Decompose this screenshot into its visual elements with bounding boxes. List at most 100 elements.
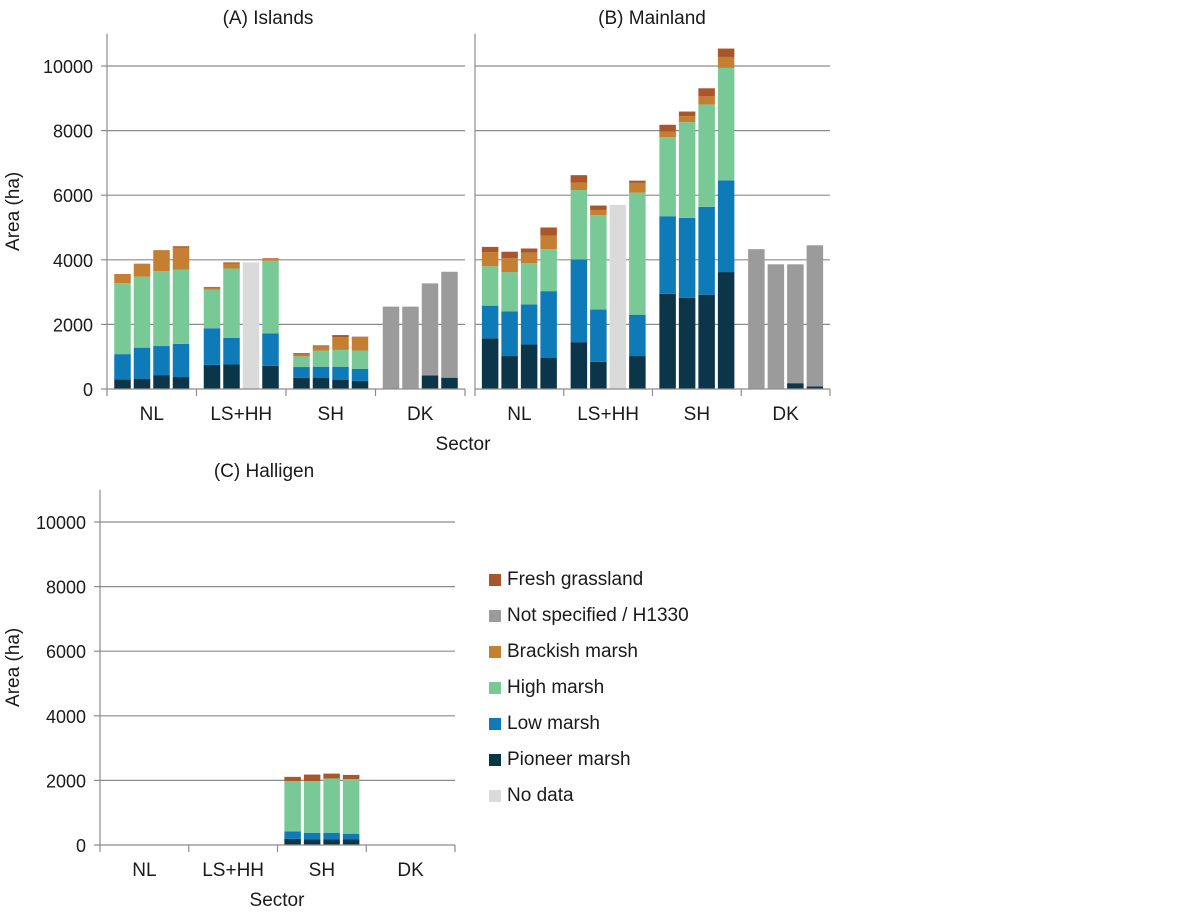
bar-segment-high xyxy=(342,779,360,834)
bar-segment-pioneer xyxy=(717,272,735,389)
bar-segment-low xyxy=(203,328,221,365)
bar-segment-high xyxy=(501,272,518,312)
bar-segment-pioneer xyxy=(659,293,676,389)
bar-segment-high xyxy=(262,260,279,334)
bar-segment-high xyxy=(172,269,190,344)
bar-segment-brackish xyxy=(698,96,715,105)
legend-label-nodata: No data xyxy=(507,785,574,806)
y-tick-label: 10000 xyxy=(43,57,93,77)
panel-c-title: (C) Halligen xyxy=(214,461,314,482)
bar-segment-low xyxy=(659,216,676,294)
y-tick-label: 4000 xyxy=(53,251,93,271)
bar-segment-fresh xyxy=(203,286,221,288)
bar-segment-brackish xyxy=(501,258,518,273)
bar-segment-low xyxy=(540,291,557,358)
bar-segment-pioneer xyxy=(678,297,696,389)
bar-segment-fresh xyxy=(293,353,310,355)
bar-segment-low xyxy=(342,833,360,840)
bar-segment-brackish xyxy=(570,182,588,191)
legend-label-fresh: Fresh grassland xyxy=(507,569,644,590)
x-tick-label: LS+HH xyxy=(202,860,264,881)
bar-segment-brackish xyxy=(678,116,696,123)
bar-segment-fresh xyxy=(323,773,340,779)
legend-swatch-brackish xyxy=(489,646,501,658)
bar-segment-high xyxy=(629,192,646,315)
bar-segment-fresh xyxy=(590,205,607,211)
bar-segment-pioneer xyxy=(342,839,360,845)
y-axis-label: Area (ha) xyxy=(3,172,24,251)
bar-segment-high xyxy=(114,283,131,355)
x-axis-label: Sector xyxy=(250,890,306,911)
bar-segment-fresh xyxy=(284,776,301,782)
bar-segment-fresh xyxy=(481,246,499,253)
bar-segment-pioneer xyxy=(323,839,340,845)
y-tick-label: 0 xyxy=(76,836,86,856)
bar-segment-brackish xyxy=(312,346,330,351)
bar-segment-high xyxy=(293,356,310,368)
bar-segment-notspec xyxy=(421,283,439,376)
bar-segment-low xyxy=(223,337,240,365)
x-tick-label: DK xyxy=(397,860,424,881)
bar-segment-low xyxy=(312,366,330,379)
bar-segment-high xyxy=(698,104,715,207)
legend-swatch-pioneer xyxy=(489,754,501,766)
bar-segment-fresh xyxy=(501,251,518,259)
bar-segment-low xyxy=(323,832,340,840)
bar-segment-notspec xyxy=(382,306,400,389)
panel-b: (B) Mainland NL LS+HH SH DK Sector xyxy=(436,8,831,455)
y-tick-label: 2000 xyxy=(46,771,86,791)
legend-label-pioneer: Pioneer marsh xyxy=(507,749,631,770)
bar-segment-high xyxy=(284,781,301,832)
legend-item-nodata: No data xyxy=(489,778,689,814)
bar-segment-pioneer xyxy=(698,294,715,389)
bar-segment-high xyxy=(133,276,151,348)
bar-segment-low xyxy=(629,314,646,357)
bar-segment-high xyxy=(312,350,330,367)
legend-item-fresh: Fresh grassland xyxy=(489,562,689,598)
bar-segment-pioneer xyxy=(312,378,330,389)
bar-segment-pioneer xyxy=(351,380,369,389)
bar-segment-notspec xyxy=(402,306,419,389)
bar-segment-pioneer xyxy=(332,379,349,389)
y-tick-label: 0 xyxy=(83,380,93,400)
bar-segment-pioneer xyxy=(481,338,499,389)
legend-item-notspec: Not specified / H1330 xyxy=(489,598,689,634)
bar-segment-brackish xyxy=(520,252,538,264)
legend-label-notspec: Not specified / H1330 xyxy=(507,605,689,626)
bar-segment-low xyxy=(303,832,321,840)
legend-item-high: High marsh xyxy=(489,670,689,706)
bar-segment-low xyxy=(133,347,151,379)
bar-segment-brackish xyxy=(332,336,349,350)
bar-segment-pioneer xyxy=(223,364,240,389)
bar-segment-low xyxy=(678,217,696,298)
bar-segment-low xyxy=(501,311,518,357)
bar-segment-low xyxy=(698,206,715,295)
x-axis-label: Sector xyxy=(436,434,492,455)
bar-segment-high xyxy=(717,67,735,181)
bar-segment-high xyxy=(570,190,588,260)
bar-segment-pioneer xyxy=(629,356,646,389)
bar-segment-low xyxy=(153,346,170,376)
bar-segment-low xyxy=(284,831,301,839)
bar-segment-low xyxy=(351,368,369,381)
bar-segment-fresh xyxy=(262,258,279,259)
bar-segment-brackish xyxy=(133,263,151,277)
bar-segment-high xyxy=(540,249,557,292)
bar-segment-low xyxy=(717,180,735,273)
bar-segment-fresh xyxy=(303,774,321,782)
legend-swatch-nodata xyxy=(489,790,501,802)
bar-segment-low xyxy=(590,309,607,362)
bar-segment-fresh xyxy=(223,262,240,264)
bar-segment-brackish xyxy=(153,250,170,272)
bar-segment-high xyxy=(590,215,607,310)
bar-segment-pioneer xyxy=(262,365,279,389)
bar-segment-notspec xyxy=(767,264,785,389)
legend-swatch-low xyxy=(489,718,501,730)
bar-segment-fresh xyxy=(570,175,588,183)
panel-b-title: (B) Mainland xyxy=(598,8,706,29)
bar-segment-high xyxy=(351,350,369,369)
bar-segment-pioneer xyxy=(114,379,131,389)
bar-segment-notspec xyxy=(787,264,804,384)
bar-segment-pioneer xyxy=(203,364,221,389)
bar-segment-high xyxy=(153,271,170,347)
